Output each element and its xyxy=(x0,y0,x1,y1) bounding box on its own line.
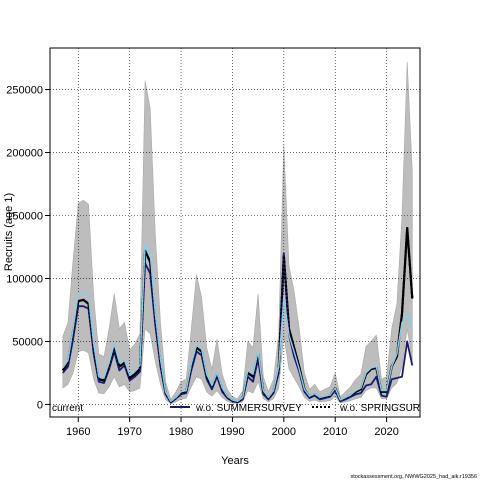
y-axis-label: Recruits (age 1) xyxy=(3,193,15,271)
footer-note: stockassessment.org, NWWG2025_had_aik.r1… xyxy=(350,474,477,480)
x-tick-label: 1980 xyxy=(169,426,193,438)
x-tick-label: 2020 xyxy=(374,426,398,438)
legend: current w.o. SUMMERSURVEY w.o. SPRINGSURVE… xyxy=(52,403,440,414)
x-tick-label: 2010 xyxy=(323,426,347,438)
legend-label-spring: w.o. SPRINGSURVEY xyxy=(339,403,440,414)
y-tick-label: 50000 xyxy=(12,336,43,348)
y-tick-label: 0 xyxy=(37,399,43,411)
y-axis: 0 50000 100000 150000 200000 250000 xyxy=(6,85,50,411)
x-tick-label: 1960 xyxy=(66,426,90,438)
y-tick-label: 250000 xyxy=(6,85,43,97)
y-tick-label: 200000 xyxy=(6,148,43,160)
x-axis-label: Years xyxy=(221,455,249,467)
legend-label-current: current xyxy=(52,403,83,414)
legend-label-summer: w.o. SUMMERSURVEY xyxy=(195,403,302,414)
plot-frame xyxy=(49,47,421,418)
x-tick-label: 1990 xyxy=(220,426,244,438)
x-tick-label: 2000 xyxy=(272,426,296,438)
x-tick-label: 1970 xyxy=(117,426,141,438)
series-lines xyxy=(61,227,414,404)
series-line-highlight xyxy=(62,242,413,402)
plot-area xyxy=(50,48,420,417)
y-tick-label: 150000 xyxy=(6,210,43,222)
y-tick-label: 100000 xyxy=(6,273,43,285)
x-axis: 1960 1970 1980 1990 2000 2010 2020 xyxy=(66,417,399,438)
